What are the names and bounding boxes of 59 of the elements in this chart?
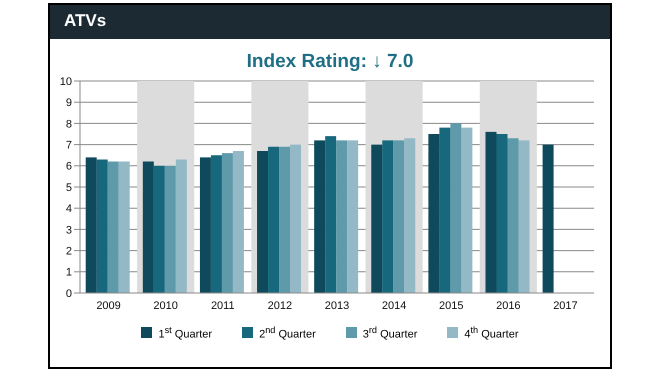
bar [347, 140, 358, 293]
bar [461, 128, 472, 293]
bar [428, 134, 440, 293]
bar [86, 157, 97, 293]
y-tick-label: 10 [60, 76, 72, 88]
bar [222, 153, 233, 293]
x-tick-label: 2015 [438, 300, 464, 312]
bar [404, 138, 416, 293]
y-tick-label: 4 [66, 203, 72, 216]
y-tick-label: 2 [66, 246, 72, 258]
y-tick-label: 1 [66, 266, 72, 279]
bar [96, 159, 108, 293]
x-tick-label: 2014 [382, 300, 406, 312]
x-tick-label: 2010 [153, 300, 178, 312]
bar [232, 150, 244, 293]
bar [257, 150, 268, 293]
bar [176, 159, 187, 293]
chart-subtitle: Index Rating: ↓ 7.0 [246, 51, 414, 73]
y-tick-label: 7 [66, 140, 72, 152]
legend-label: 1$^{st}$ Quarter [158, 325, 212, 341]
bar [200, 157, 211, 293]
bar [164, 166, 176, 293]
bar [290, 144, 302, 293]
bar [336, 140, 348, 293]
x-tick-label: 2012 [268, 300, 292, 312]
bar [371, 144, 382, 293]
y-tick-label: 6 [66, 160, 72, 173]
bar [393, 140, 404, 293]
legend-label: 2$^{nd}$ Quarter [259, 325, 316, 341]
legend-label: 3$^{rd}$ Quarter [362, 325, 418, 341]
bar [279, 146, 290, 293]
bar [496, 134, 508, 293]
x-tick-label: 2009 [96, 300, 121, 312]
bar [268, 146, 280, 293]
y-tick-label: 9 [66, 97, 72, 110]
bar [439, 128, 450, 293]
bar [108, 162, 119, 293]
legend-label: 4$^{th}$ Quarter [464, 325, 519, 341]
x-tick-label: 2016 [496, 300, 521, 312]
x-tick-label: 2011 [210, 300, 235, 312]
bar [382, 140, 394, 293]
bar [507, 138, 518, 293]
x-tick-label: 2013 [324, 300, 350, 312]
y-tick-label: 5 [66, 182, 72, 194]
bar [542, 144, 554, 293]
bar [210, 155, 222, 293]
bar [154, 166, 165, 293]
bar [142, 162, 154, 293]
y-tick-label: 8 [66, 118, 72, 130]
bar [518, 140, 530, 293]
bar [118, 162, 130, 293]
chart-title: ATVs [50, 5, 610, 39]
x-tick-label: 2017 [553, 300, 578, 312]
bar [450, 123, 462, 293]
y-tick-label: 3 [66, 224, 72, 236]
bar [314, 140, 326, 293]
y-tick-label: 0 [66, 288, 72, 300]
bar [325, 136, 336, 293]
bar [485, 132, 496, 293]
